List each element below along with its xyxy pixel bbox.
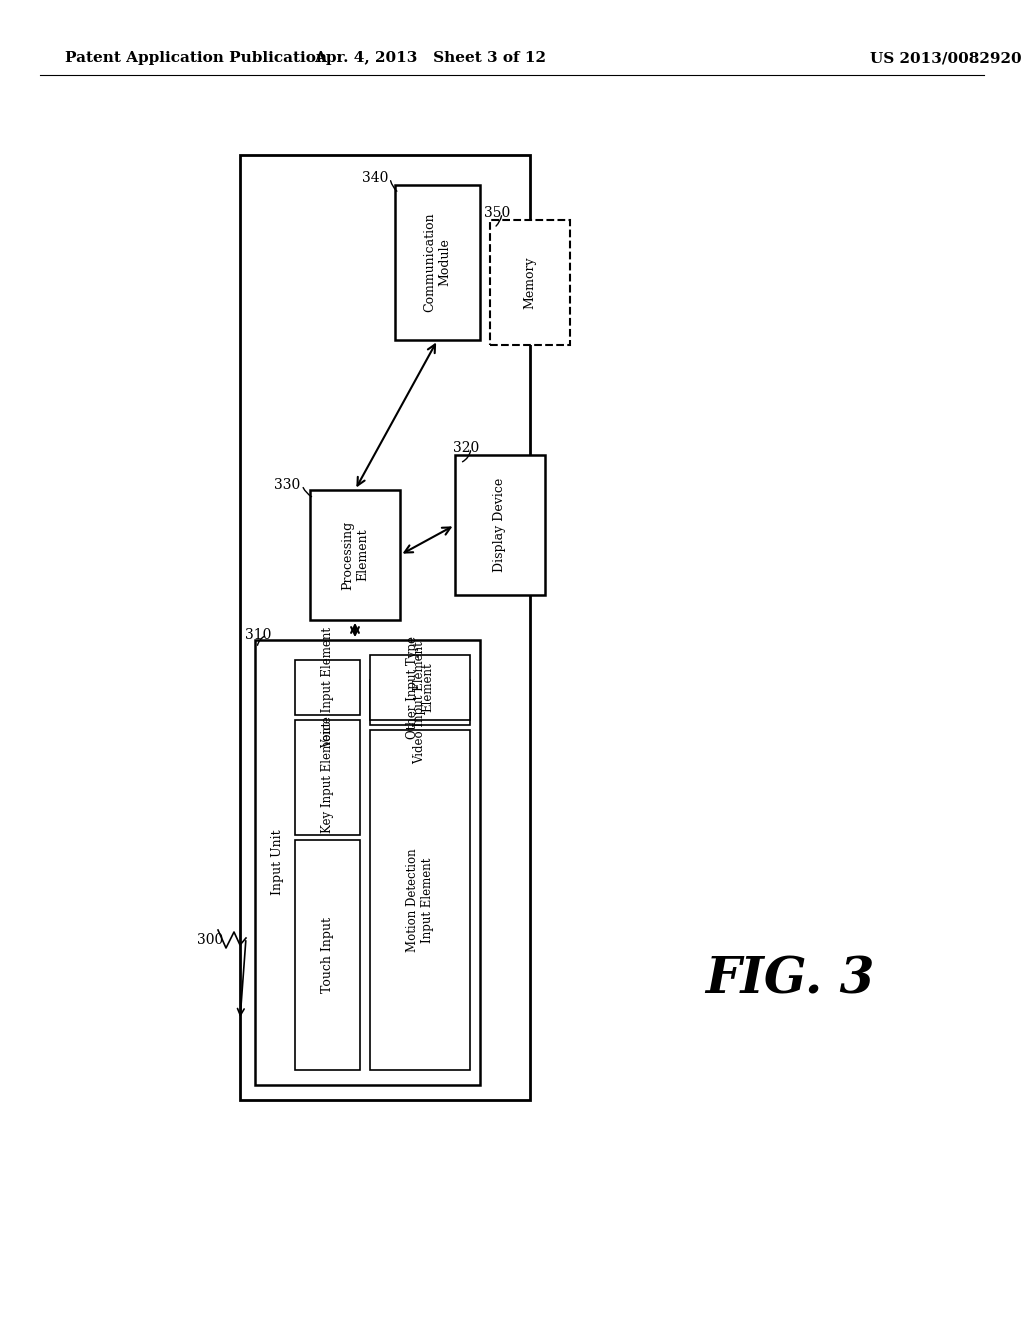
Bar <box>455 455 545 595</box>
Text: Touch Input: Touch Input <box>321 917 334 993</box>
Text: Key Input Element: Key Input Element <box>321 722 334 833</box>
Text: FIG. 3: FIG. 3 <box>706 956 874 1005</box>
Text: Display Device: Display Device <box>494 478 507 572</box>
Text: Processing
Element: Processing Element <box>341 520 369 590</box>
Text: 300: 300 <box>197 933 223 946</box>
Text: Communication
Module: Communication Module <box>424 213 452 313</box>
Text: Other Input Type
Element: Other Input Type Element <box>406 636 434 739</box>
Bar <box>370 730 470 1071</box>
Text: 310: 310 <box>245 628 271 642</box>
Text: 320: 320 <box>453 441 479 455</box>
Text: Motion Detection
Input Element: Motion Detection Input Element <box>406 849 434 952</box>
Bar <box>310 490 400 620</box>
Text: 340: 340 <box>361 172 388 185</box>
Bar <box>295 660 360 715</box>
Text: Voice Input Element: Voice Input Element <box>321 627 334 748</box>
Bar <box>255 640 480 1085</box>
Bar <box>240 154 530 1100</box>
Bar <box>370 655 470 719</box>
Text: Memory: Memory <box>523 256 537 309</box>
Text: Apr. 4, 2013   Sheet 3 of 12: Apr. 4, 2013 Sheet 3 of 12 <box>314 51 546 65</box>
Bar <box>395 185 480 341</box>
Bar <box>490 220 570 345</box>
Text: 330: 330 <box>273 478 300 492</box>
Text: Patent Application Publication: Patent Application Publication <box>65 51 327 65</box>
Text: 350: 350 <box>484 206 510 220</box>
Bar <box>370 680 470 725</box>
Text: Input Unit: Input Unit <box>270 829 284 895</box>
Text: Video Input Element: Video Input Element <box>414 642 427 764</box>
Bar <box>295 840 360 1071</box>
Bar <box>295 719 360 836</box>
Text: US 2013/0082920 A1: US 2013/0082920 A1 <box>870 51 1024 65</box>
